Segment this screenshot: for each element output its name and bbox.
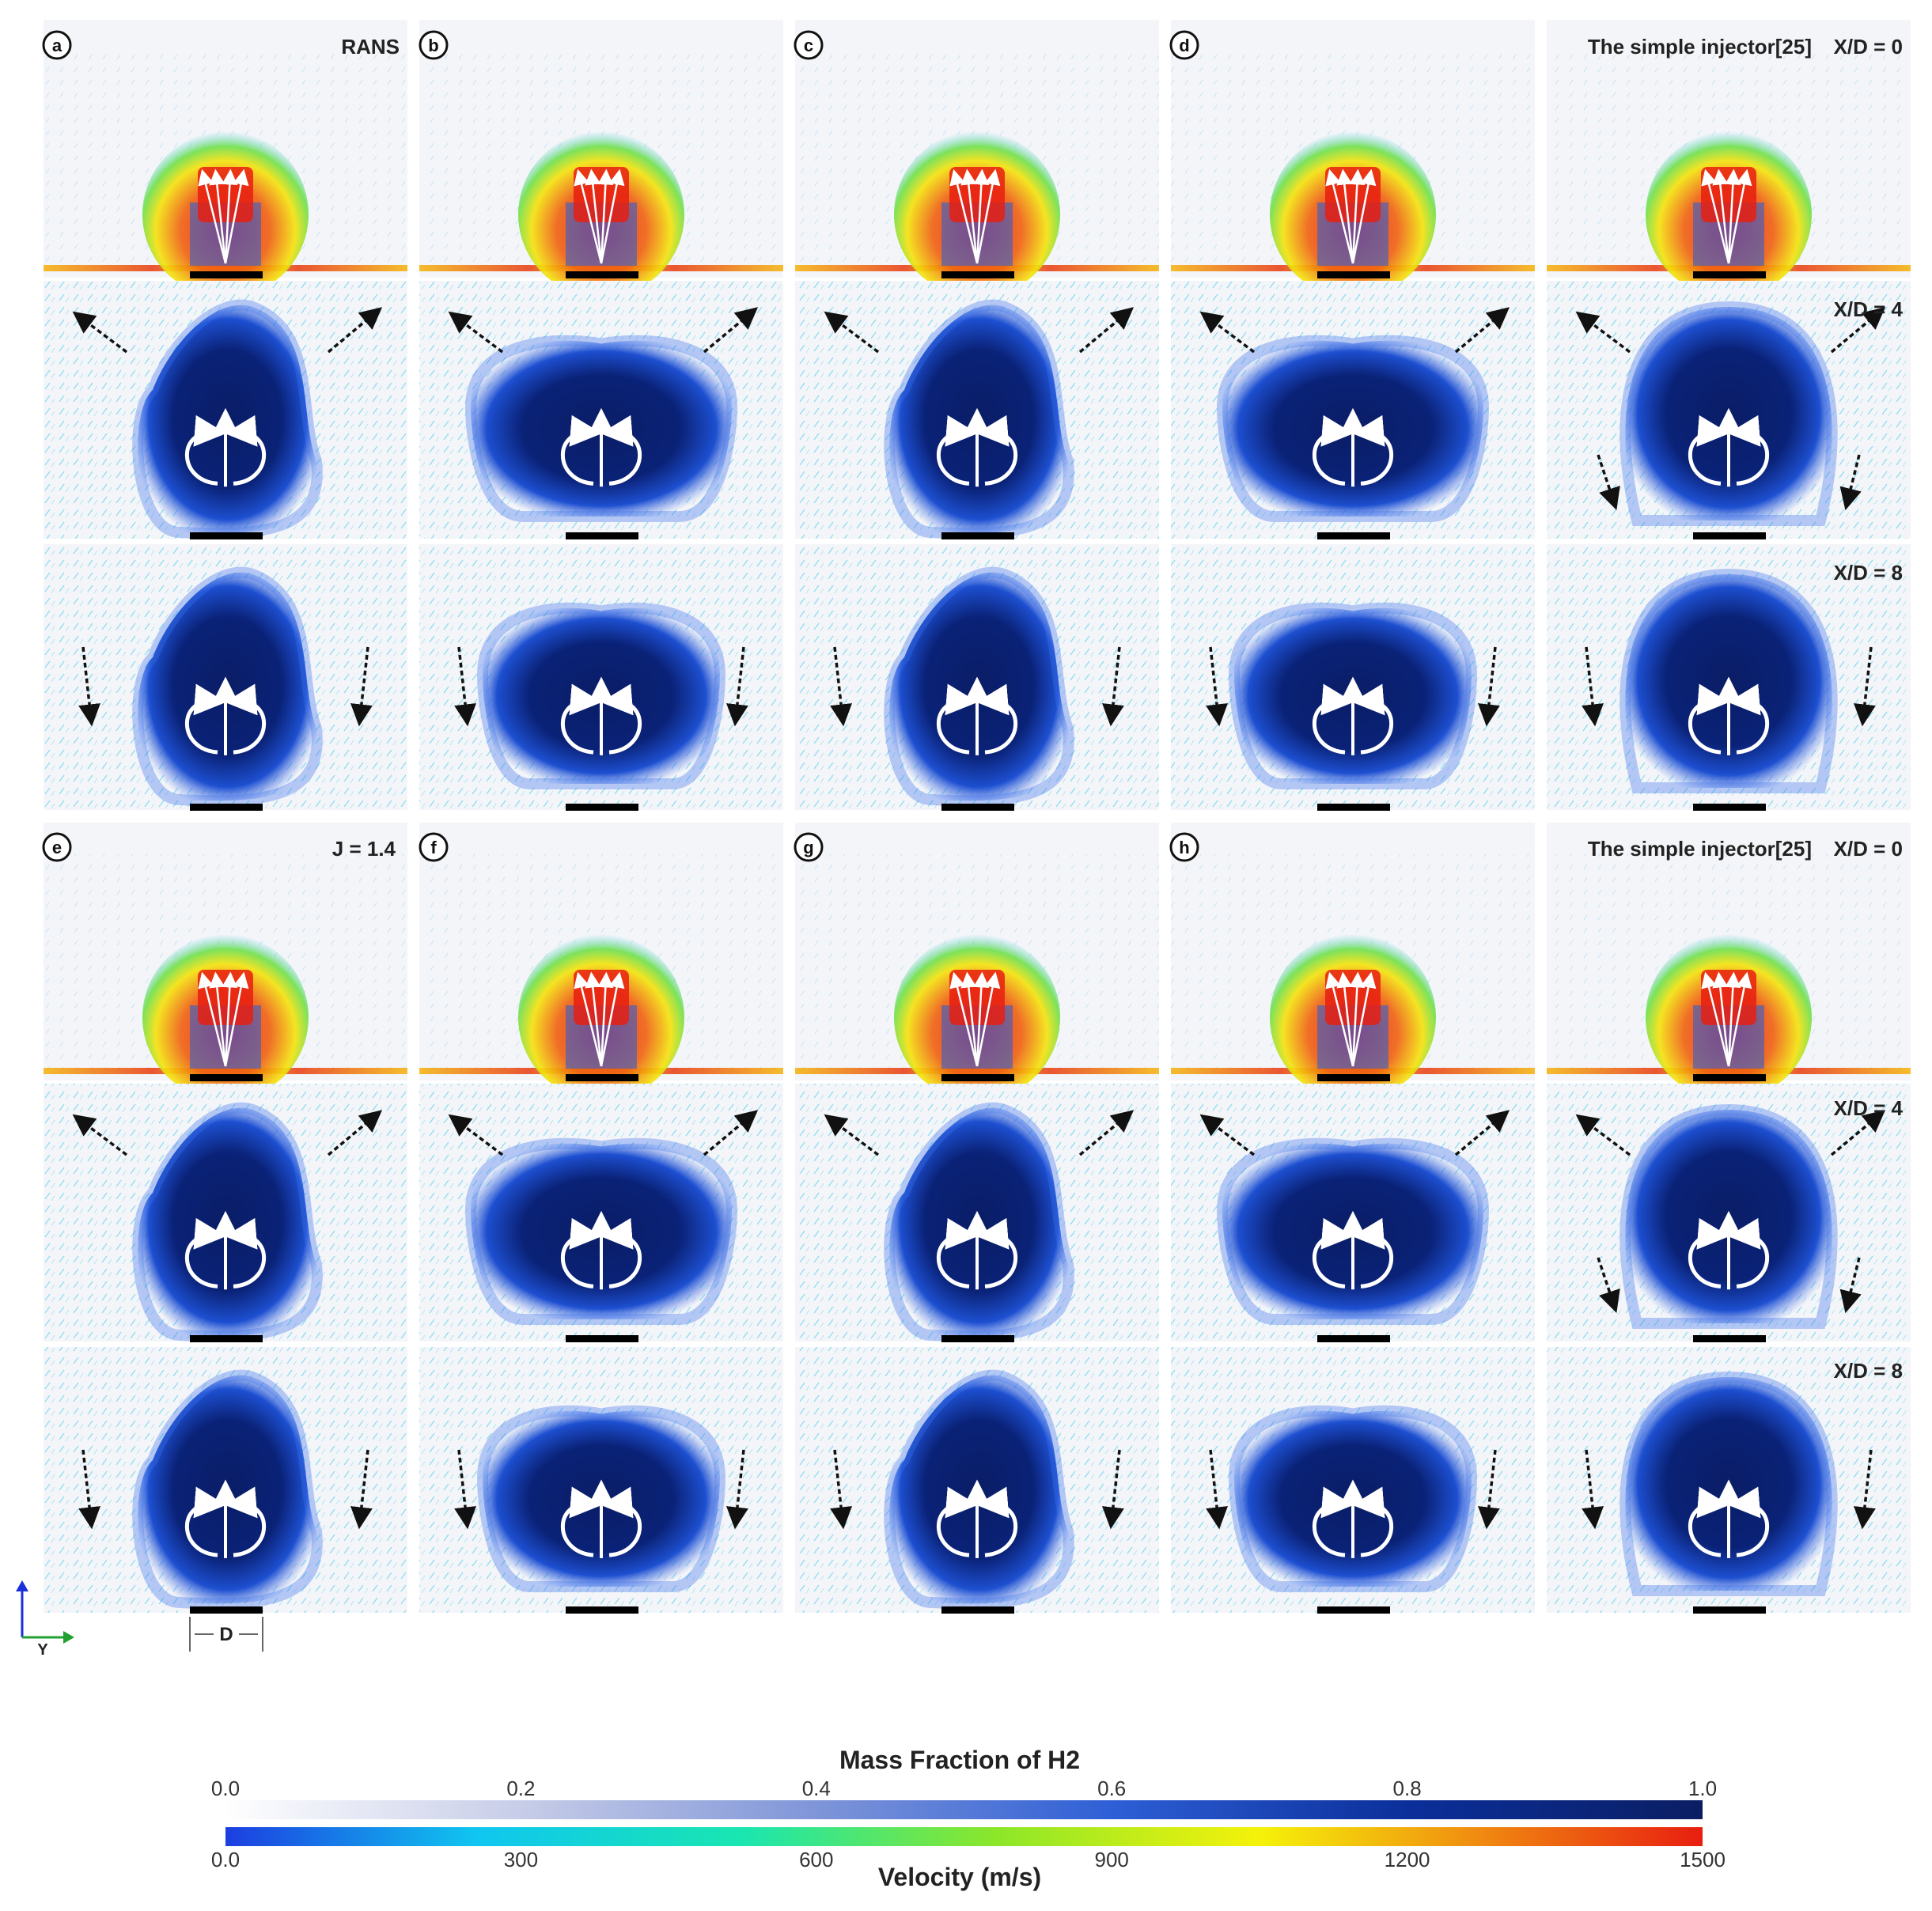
panel-d-j-xd0: [1171, 823, 1535, 1100]
panel-a-j-xd8: [44, 1347, 407, 1614]
svg-text:h: h: [1179, 838, 1189, 857]
panel-sim-xd4: [1547, 281, 1911, 539]
svg-text:g: g: [803, 838, 813, 857]
panel-grid: [44, 20, 1911, 1614]
panel-a-xd8: [44, 544, 407, 811]
velocity-legend: 0.0 300 600 900 1200 1500 Velocity (m/s): [211, 1827, 1726, 1891]
mass-fraction-tick-label: 0.2: [506, 1777, 535, 1800]
xd8-label-bottom: X/D = 8: [1834, 1359, 1903, 1383]
panel-c-xd4: [795, 281, 1159, 539]
velocity-tick-label: 600: [799, 1848, 833, 1871]
velocity-tick-label: 900: [1095, 1848, 1129, 1871]
panel-b-xd4: [419, 281, 783, 539]
panel-d-j-xd4: [1171, 1084, 1535, 1342]
panel-letter-f: f: [419, 832, 449, 862]
mass-fraction-tick-label: 1.0: [1688, 1777, 1717, 1800]
panel-c-xd8: [795, 544, 1159, 811]
panel-d-xd4: [1171, 281, 1535, 539]
panel-c-j-xd0: [795, 823, 1159, 1100]
panel-letters: a b c d e f g h: [42, 30, 1199, 862]
rans-label: RANS: [341, 35, 400, 59]
simple-injector-label-bottom: The simple injector[25]: [1588, 837, 1812, 861]
panel-a-xd4: [44, 281, 407, 539]
panel-d-j-xd8: [1171, 1347, 1535, 1614]
panel-letter-a: a: [42, 30, 72, 60]
j-value-label: J = 1.4: [332, 837, 396, 861]
mass-fraction-colorbar: [225, 1800, 1703, 1819]
panel-sim-xd8: [1547, 544, 1911, 811]
velocity-title: Velocity (m/s): [878, 1863, 1041, 1891]
mass-fraction-tick-label: 0.4: [802, 1777, 831, 1800]
panel-letter-b: b: [419, 30, 449, 60]
panel-letter-g: g: [794, 832, 824, 862]
svg-text:d: d: [1179, 36, 1189, 55]
svg-text:c: c: [804, 36, 813, 55]
simple-injector-label-top: The simple injector[25]: [1588, 35, 1812, 59]
velocity-tick-label: 1200: [1385, 1848, 1430, 1871]
velocity-colorbar: [225, 1827, 1703, 1846]
panel-letter-e: e: [42, 832, 72, 862]
panel-b-j-xd0: [419, 823, 783, 1100]
panel-b-j-xd4: [419, 1084, 783, 1342]
svg-text:e: e: [52, 838, 62, 857]
panel-sim-xd0: [1547, 20, 1911, 297]
svg-text:f: f: [430, 838, 437, 857]
mass-fraction-ticks: 0.0 0.2 0.4 0.6 0.8 1.0: [211, 1777, 1717, 1800]
mass-fraction-title: Mass Fraction of H2: [839, 1746, 1080, 1774]
velocity-ticks: 0.0 300 600 900 1200 1500: [211, 1848, 1726, 1871]
panel-letter-d: d: [1169, 30, 1199, 60]
xd8-label-top: X/D = 8: [1834, 561, 1903, 585]
svg-text:a: a: [52, 36, 63, 55]
panel-c-xd0: [795, 20, 1159, 297]
axis-indicator: Y D: [16, 1580, 263, 1659]
panel-c-j-xd8: [795, 1347, 1159, 1614]
panel-d-xd8: [1171, 544, 1535, 811]
annotations: RANS J = 1.4 The simple injector[25] X/D…: [332, 35, 1904, 1383]
panel-sim-j-xd0: [1547, 823, 1911, 1100]
panel-b-xd8: [419, 544, 783, 811]
xd0-label-top: X/D = 0: [1834, 35, 1903, 59]
mass-fraction-legend: Mass Fraction of H2 0.0 0.2 0.4 0.6 0.8 1.0: [211, 1746, 1717, 1819]
panel-d-xd0: [1171, 20, 1535, 297]
mass-fraction-tick-label: 0.6: [1097, 1777, 1126, 1800]
panel-a-xd0: [44, 20, 407, 297]
panel-sim-j-xd4: [1547, 1084, 1911, 1342]
panel-c-j-xd4: [795, 1084, 1159, 1342]
velocity-tick-label: 0.0: [211, 1848, 240, 1871]
xd4-label-bottom: X/D = 4: [1834, 1096, 1904, 1120]
velocity-tick-label: 300: [504, 1848, 538, 1871]
xd4-label-top: X/D = 4: [1834, 297, 1904, 321]
panel-sim-j-xd8: [1547, 1347, 1911, 1614]
diameter-label: D: [219, 1624, 233, 1645]
panel-b-j-xd8: [419, 1347, 783, 1614]
panel-a-j-xd0: [44, 823, 407, 1100]
mass-fraction-tick-label: 0.8: [1393, 1777, 1422, 1800]
xd0-label-bottom: X/D = 0: [1834, 837, 1903, 861]
y-axis-label: Y: [37, 1641, 48, 1659]
diameter-indicator: D: [189, 1617, 263, 1652]
panel-letter-h: h: [1169, 832, 1199, 862]
panel-b-xd0: [419, 20, 783, 297]
svg-text:b: b: [428, 36, 438, 55]
panel-a-j-xd4: [44, 1084, 407, 1342]
panel-letter-c: c: [794, 30, 824, 60]
velocity-tick-label: 1500: [1680, 1848, 1726, 1871]
mass-fraction-tick-label: 0.0: [211, 1777, 240, 1800]
